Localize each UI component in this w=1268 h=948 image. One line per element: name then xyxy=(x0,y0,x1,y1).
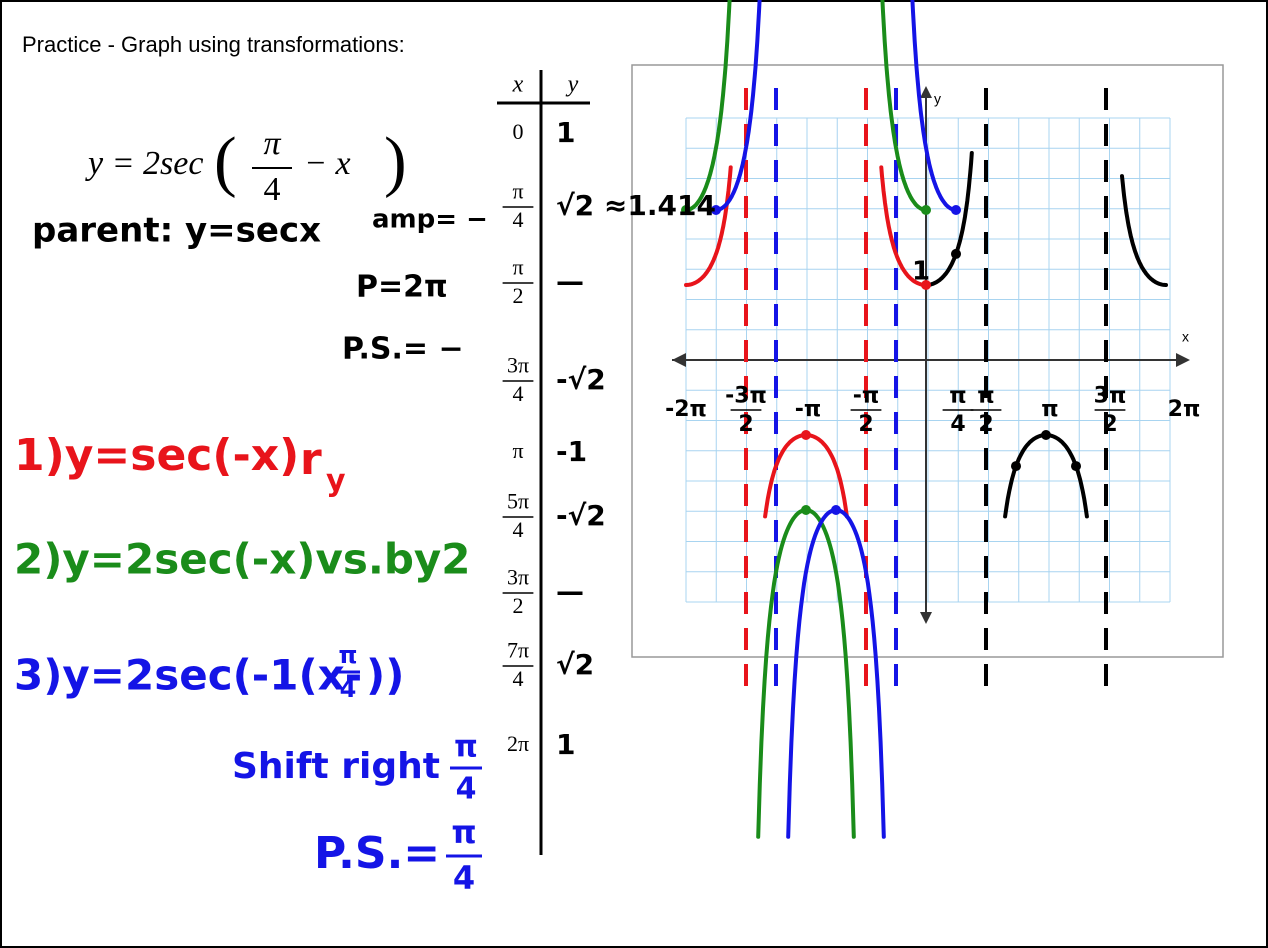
x-value-den: 4 xyxy=(513,381,524,406)
x-value-den: 2 xyxy=(513,283,524,308)
point xyxy=(711,205,721,215)
ps-den: 4 xyxy=(453,859,475,897)
equation-den: 4 xyxy=(264,171,281,208)
step-1-sub: y xyxy=(326,464,346,499)
step-2: 2)y=2sec(-x)vs.by2 xyxy=(14,535,471,584)
equation: y = 2sec ( π 4 − x ) xyxy=(85,123,407,208)
period-note: P=2π xyxy=(356,270,448,305)
point xyxy=(921,205,931,215)
x-tick-label-den: 2 xyxy=(738,412,753,437)
equation-lhs: y = 2sec xyxy=(85,145,203,182)
paren: ) xyxy=(384,123,407,199)
table-header: y xyxy=(566,72,579,98)
x-value-num: 5π xyxy=(507,488,529,513)
y-value: — xyxy=(556,575,584,608)
curve xyxy=(684,165,733,287)
point xyxy=(921,280,931,290)
x-tick-label: -2π xyxy=(665,397,707,422)
shift-den: 4 xyxy=(456,772,477,807)
steps: 1)y=sec(-x) r y 2)y=2sec(-x)vs.by2 3)y=2… xyxy=(14,430,482,897)
y-value: 1 xyxy=(556,728,575,761)
curve xyxy=(879,165,928,287)
x-tick-label-num: 3π xyxy=(1094,383,1127,408)
shift-note: Shift right xyxy=(232,746,440,787)
curve xyxy=(1120,174,1168,287)
step-3-close: )) xyxy=(366,651,404,700)
point xyxy=(831,505,841,515)
step-3-den: 4 xyxy=(340,675,357,703)
y-value: √2 xyxy=(556,648,594,681)
table: x y 0 1 π 4 √2 ≈1.414 π 2 — 3π 4 -√2 π -1 5π 4 -√2 3π 2 — 7π 4… xyxy=(502,72,716,761)
x-value-den: 4 xyxy=(513,517,524,542)
y-value: -√2 xyxy=(556,363,606,396)
y-value: — xyxy=(556,265,584,298)
step-3: 3)y=2sec(-1(x- xyxy=(14,651,362,700)
curve xyxy=(924,151,974,287)
x-tick-label-num: π xyxy=(977,383,994,408)
y-value: √2 ≈1.414 xyxy=(556,189,716,222)
curve xyxy=(714,0,762,212)
y-value: 1 xyxy=(556,116,575,149)
step-3-num: π xyxy=(339,641,358,669)
x-value-den: 4 xyxy=(513,207,524,232)
curve xyxy=(910,0,958,212)
equation-rest: − x xyxy=(304,145,351,182)
point xyxy=(951,248,961,259)
x-tick-label: -π xyxy=(795,397,822,422)
point xyxy=(801,430,811,440)
x-tick-label-num: π xyxy=(949,383,966,408)
point xyxy=(1011,461,1021,472)
notes: parent: y=secx amp= − P=2π P.S.= − xyxy=(32,205,488,367)
point xyxy=(801,505,811,515)
step-1: 1)y=sec(-x) xyxy=(14,430,299,481)
y-value: -√2 xyxy=(556,499,606,532)
point xyxy=(1071,461,1081,472)
point xyxy=(1041,430,1051,440)
x-axis-label: x xyxy=(1182,329,1189,345)
x-tick-label-den: 2 xyxy=(858,412,873,437)
shift-num: π xyxy=(454,730,478,765)
x-value-num: 3π xyxy=(507,352,529,377)
x-value-den: 4 xyxy=(513,666,524,691)
phase-shift-note: P.S.= − xyxy=(342,332,464,367)
x-value-num: π xyxy=(512,254,523,279)
x-value: 0 xyxy=(513,119,524,144)
point xyxy=(951,205,961,215)
x-tick-label: π xyxy=(1041,397,1058,422)
x-value-num: 3π xyxy=(507,564,529,589)
x-tick-label-den: 2 xyxy=(1102,412,1117,437)
y-axis-label: y xyxy=(934,91,941,107)
x-tick-label-num: -3π xyxy=(725,383,767,408)
x-value-num: 7π xyxy=(507,637,529,662)
ps-num: π xyxy=(451,813,476,851)
y-mark: 1 xyxy=(912,257,930,287)
parent-note: parent: y=secx xyxy=(32,211,321,251)
equation-num: π xyxy=(263,125,281,162)
x-value: 2π xyxy=(507,731,529,756)
x-tick-label: 2π xyxy=(1168,397,1201,422)
curves xyxy=(681,0,1168,839)
y-value: -1 xyxy=(556,435,587,468)
ps-note: P.S.= xyxy=(314,828,440,879)
step-1-tag: r xyxy=(300,434,322,485)
x-value-num: π xyxy=(512,178,523,203)
x-tick-label-num: -π xyxy=(853,383,880,408)
x-tick-label-den: 4 xyxy=(950,412,965,437)
curve xyxy=(684,0,732,212)
point xyxy=(681,205,691,215)
x-tick-label-den: 2 xyxy=(978,412,993,437)
table-header: x xyxy=(512,72,524,98)
curve xyxy=(880,0,928,212)
paren: ( xyxy=(214,123,237,199)
x-value: π xyxy=(512,438,523,463)
title: Practice - Graph using transformations: xyxy=(22,32,405,57)
x-value-den: 2 xyxy=(513,593,524,618)
amp-note: amp= − xyxy=(372,205,488,235)
